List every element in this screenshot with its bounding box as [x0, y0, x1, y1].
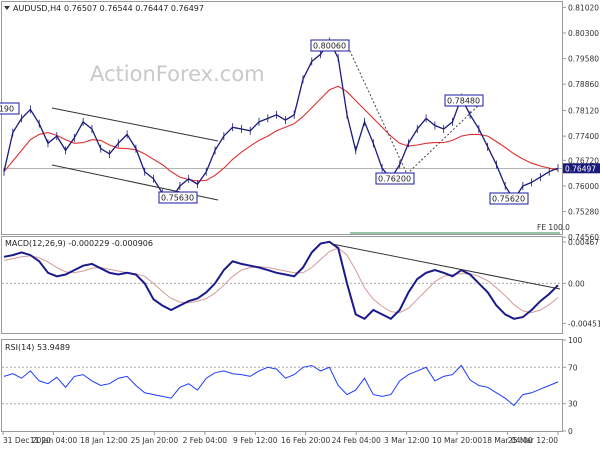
x-tick-label: 9 Feb 12:00 [233, 436, 278, 445]
macd-trendline [331, 243, 561, 290]
macd-layer [2, 240, 562, 321]
macd-line [3, 240, 559, 321]
price-tick-label: 0.78860 [568, 80, 599, 89]
price-tick-label: 0.81020 [568, 3, 599, 12]
price-tick-label: 0.75280 [568, 208, 599, 217]
y-axes: 0.81020 0.80300 0.79580 0.78860 0.78120 0.774… [562, 3, 600, 436]
label-box-p2 [444, 94, 484, 107]
channel-upper-line [51, 107, 219, 142]
label-p1: 0.80060 [313, 42, 346, 51]
rsi-tick-label: 70 [568, 363, 578, 372]
price-tick-label: 0.79580 [568, 55, 599, 64]
x-tick-label: 10 Mar 20:00 [432, 436, 482, 445]
level-labels: 0.80060 0.78480 0.78190 0.75630 0.76200 … [0, 39, 529, 205]
rsi-panel [1, 339, 563, 432]
label-p2: 0.78480 [447, 97, 480, 106]
fe-label: FE 100.0 [537, 223, 570, 232]
label-box-p3 [0, 102, 20, 115]
symbol-label: AUDUSD,H4 [13, 4, 61, 13]
watermark: ActionForex.com [90, 62, 265, 86]
rsi-tick-label: 0 [568, 427, 573, 436]
macd-panel [1, 236, 563, 334]
symbol-header: AUDUSD,H4 0.76507 0.76544 0.76447 0.7649… [4, 4, 204, 13]
macd-tick-label: -0.004519 [568, 319, 600, 328]
macd-tick-label: 0.00 [568, 279, 585, 288]
label-box-p4 [158, 191, 198, 204]
x-tick-label: 31 Dec 2020 [3, 436, 51, 445]
price-tick-label: 0.78120 [568, 107, 599, 116]
price-line [3, 40, 559, 201]
rsi-title: RSI(14) 53.9489 [5, 343, 70, 352]
price-tick-label: 0.80300 [568, 29, 599, 38]
price-panel [1, 1, 563, 235]
fib-leg-1 [347, 46, 408, 175]
current-price-label: 0.76497 [565, 164, 596, 173]
macd-tick-label: 0.004677 [568, 238, 600, 247]
macd-signal-line [3, 247, 559, 314]
rsi-tick-label: 30 [568, 400, 578, 409]
x-tick-label: 2 Feb 04:00 [183, 436, 228, 445]
x-tick-label: 18 Mar 04:00 [483, 436, 533, 445]
price-tick-label: 0.76000 [568, 182, 599, 191]
label-box-p6 [489, 192, 529, 205]
rsi-line [3, 364, 559, 407]
x-tick-label: 25 Jan 20:00 [131, 436, 179, 445]
x-tick-label: 18 Jan 12:00 [80, 436, 128, 445]
x-tick-label: 25 Mar 12:00 [508, 436, 558, 445]
annotations: FE 100.0 [51, 46, 570, 234]
price-layer [3, 37, 562, 204]
price-tick-label: 0.77400 [568, 132, 599, 141]
x-tick-label: 3 Mar 12:00 [384, 436, 430, 445]
label-box-p1 [310, 39, 350, 52]
x-tick-label: 11 Jan 04:00 [30, 436, 78, 445]
current-price-box [563, 163, 600, 174]
macd-title: MACD(12,26,9) -0.000229 -0.000906 [5, 239, 153, 248]
ohlc-values: 0.76507 0.76544 0.76447 0.76497 [64, 4, 204, 13]
price-tick-label: 0.76720 [568, 156, 599, 165]
rsi-layer [2, 364, 562, 407]
label-p6: 0.75620 [492, 195, 525, 204]
rsi-tick-label: 100 [568, 336, 583, 345]
x-tick-label: 24 Feb 04:00 [332, 436, 381, 445]
fib-leg-2 [406, 102, 482, 175]
dropdown-triangle-icon [4, 6, 10, 10]
label-box-p5 [375, 172, 415, 185]
price-tick-label: 0.74560 [568, 233, 599, 242]
label-p4: 0.75630 [161, 194, 194, 203]
label-p5: 0.76200 [378, 175, 411, 184]
x-tick-label: 16 Feb 20:00 [281, 436, 330, 445]
label-p3: 0.78190 [0, 105, 14, 114]
